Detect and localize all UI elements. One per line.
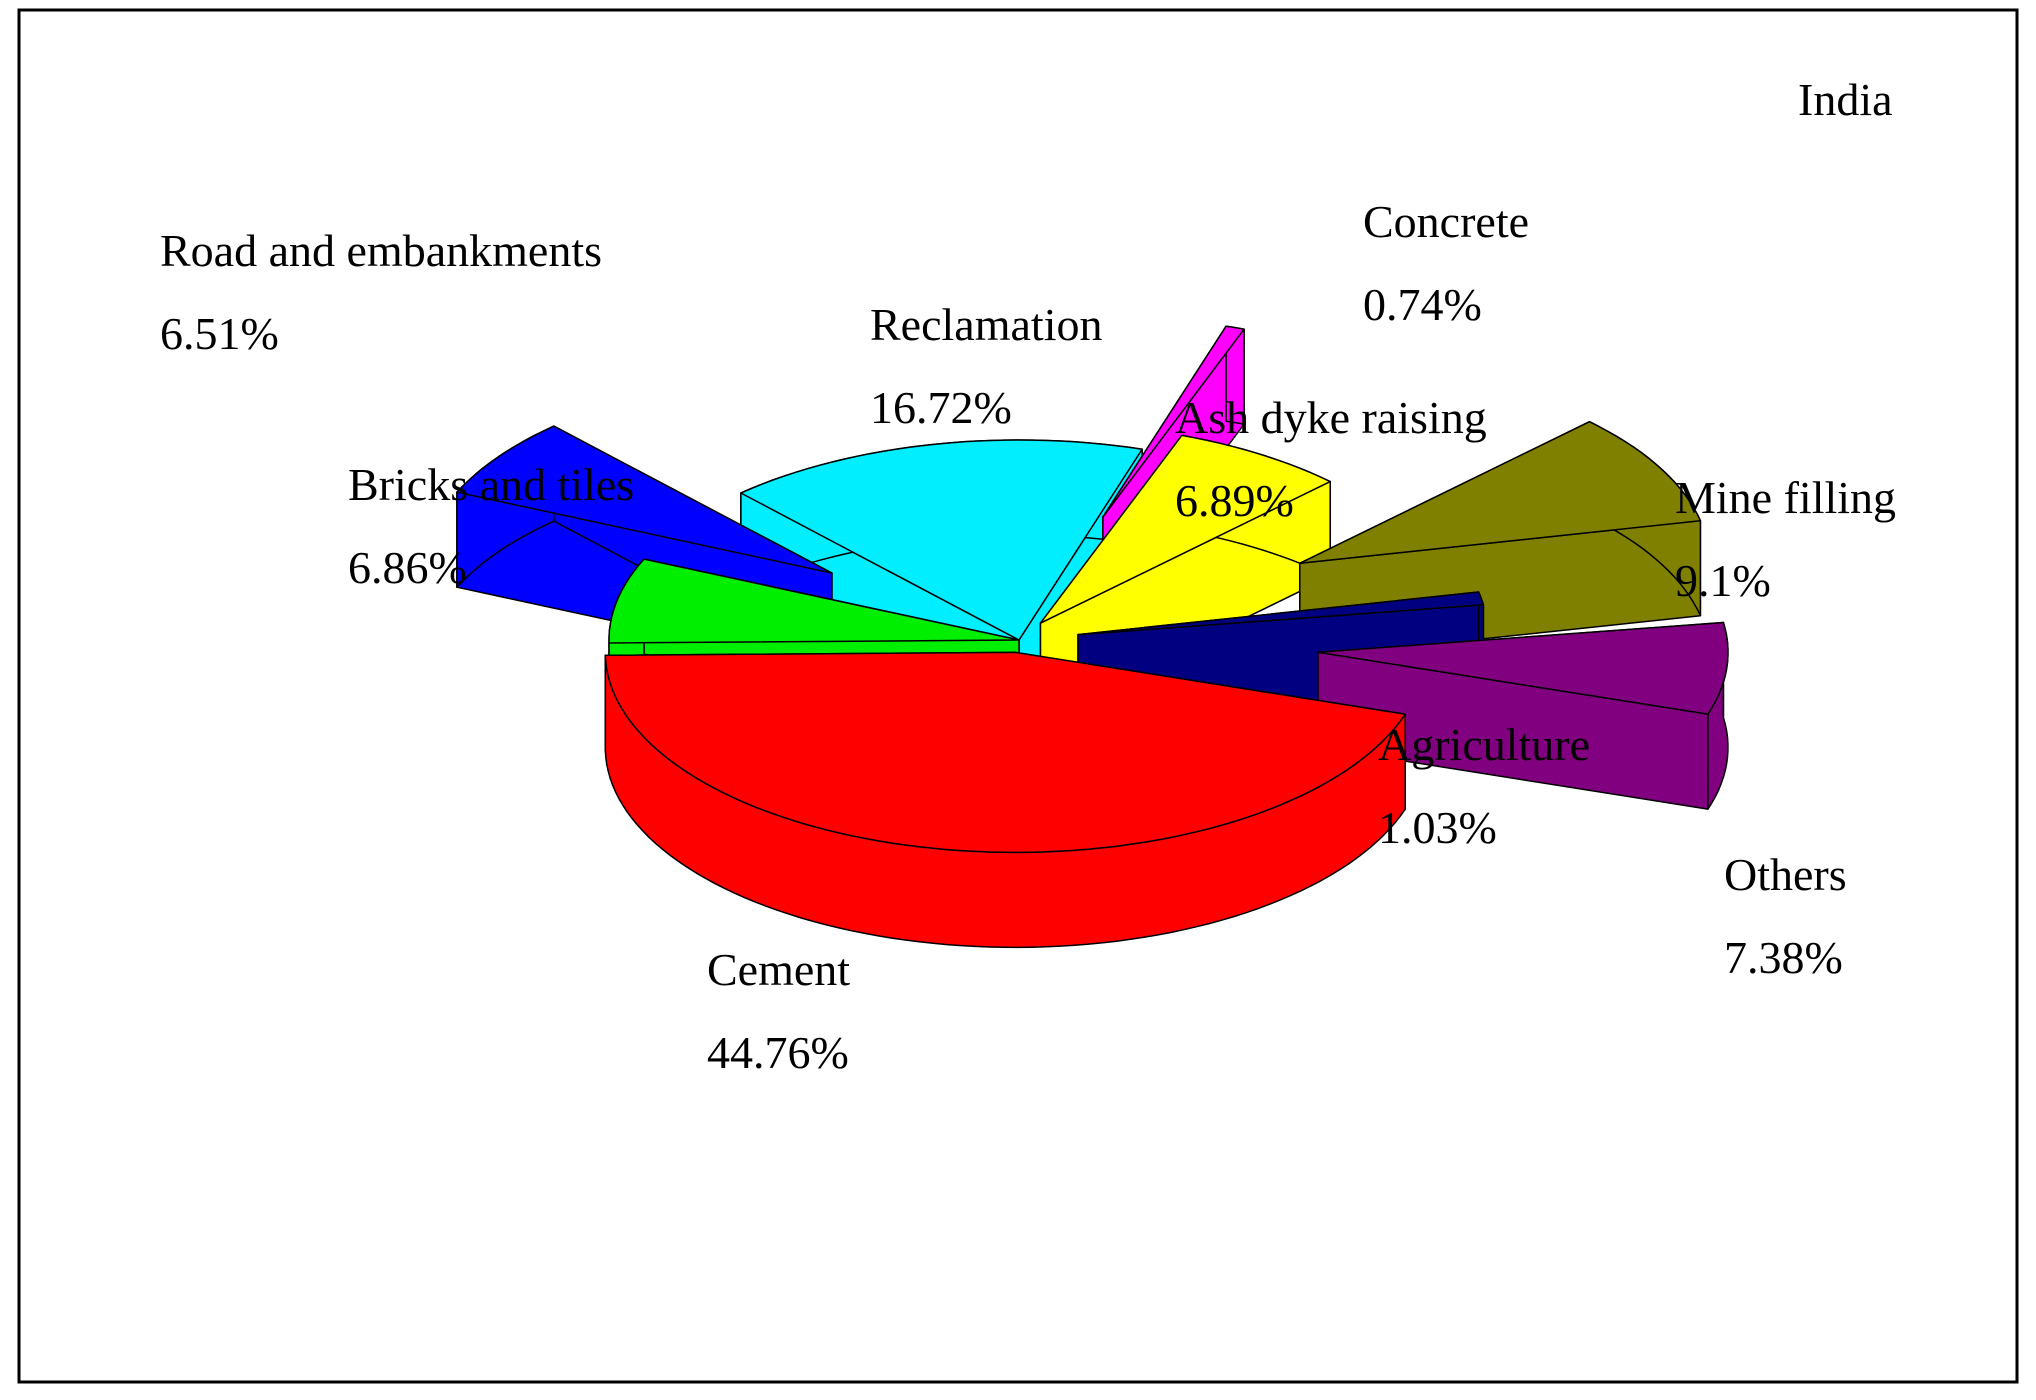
slice-value-label: 6.86% (348, 542, 467, 593)
slice-label: Cement (707, 944, 850, 995)
slice (1039, 434, 1331, 624)
labels: Cement 44.76% Bricks and tiles 6.86% Road an… (160, 196, 1896, 1078)
slice-label: Reclamation (870, 299, 1102, 350)
slice (1102, 325, 1245, 518)
slice-label: Concrete (1363, 196, 1529, 247)
slice (740, 439, 1143, 641)
pie (456, 325, 1729, 949)
slice-label: Agriculture (1378, 719, 1590, 770)
slice-value-label: 16.72% (870, 382, 1012, 433)
slice-value-label: 6.89% (1175, 475, 1294, 526)
slice (604, 651, 1406, 854)
slice-value-label: 7.38% (1724, 932, 1843, 983)
slice-label: Road and embankments (160, 225, 602, 276)
slice-label: Ash dyke raising (1175, 392, 1487, 443)
slice (608, 558, 1020, 644)
slice (1077, 591, 1485, 636)
slice-label: Bricks and tiles (348, 459, 634, 510)
slice-value-label: 9.1% (1675, 555, 1771, 606)
slice (456, 425, 833, 574)
chart-title: India (1798, 74, 1893, 125)
slice (1299, 420, 1702, 565)
slice-label: Mine filling (1675, 472, 1896, 523)
slice-value-label: 0.74% (1363, 279, 1482, 330)
slice (1317, 621, 1729, 715)
slice-value-label: 44.76% (707, 1027, 849, 1078)
slice-label: Others (1724, 849, 1847, 900)
slice-value-label: 6.51% (160, 308, 279, 359)
slice-value-label: 1.03% (1378, 802, 1497, 853)
